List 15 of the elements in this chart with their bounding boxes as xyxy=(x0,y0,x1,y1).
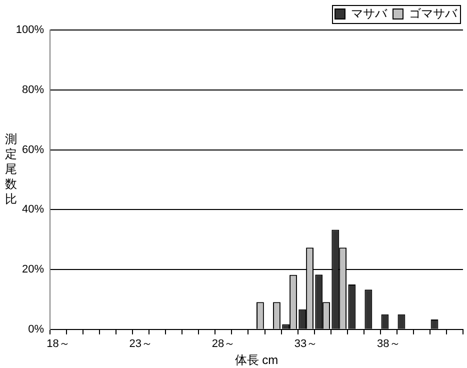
y-tick-label: 80% xyxy=(22,84,44,96)
x-tick-label: 18～ xyxy=(46,338,70,350)
legend-label: マサバ xyxy=(351,6,388,20)
x-axis-title: 体長 cm xyxy=(234,353,278,368)
y-tick-label: 100% xyxy=(16,24,44,36)
y-tick-label: 20% xyxy=(22,264,44,276)
x-tick-label: 28～ xyxy=(212,338,236,350)
y-axis-title: 測定尾数比 xyxy=(4,132,18,207)
legend-label: ゴマサバ xyxy=(409,6,458,20)
y-tick-label: 0% xyxy=(28,323,44,336)
y-tick-label: 40% xyxy=(22,204,44,216)
x-tick-label: 38～ xyxy=(377,338,400,350)
x-tick-label: 33～ xyxy=(294,338,318,350)
y-tick-label: 60% xyxy=(22,144,44,156)
x-tick-label: 23～ xyxy=(129,338,152,350)
